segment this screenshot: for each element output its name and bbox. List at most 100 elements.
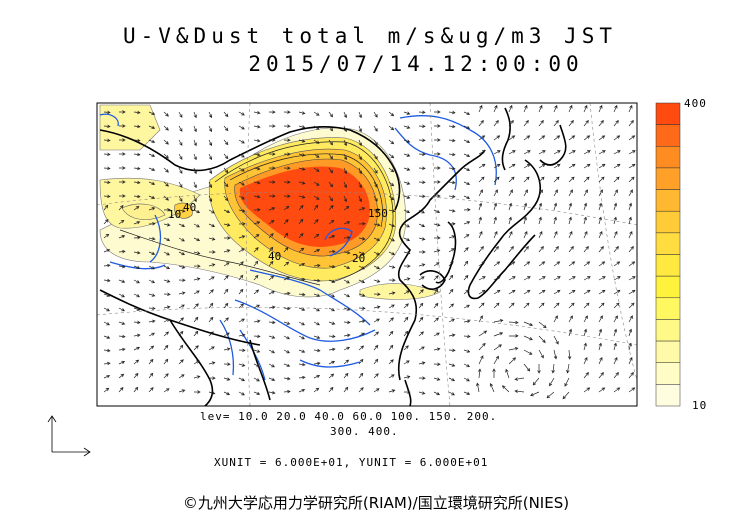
wind-arrow [208,250,216,254]
wind-arrow [583,104,588,113]
wind-arrow [238,167,245,172]
wind-arrow [283,110,291,114]
wind-arrow [358,251,366,256]
wind-arrow [418,166,426,171]
wind-arrow [583,246,589,253]
wind-arrow [103,374,111,379]
wind-arrow [403,111,411,115]
wind-arrow [403,251,411,255]
wind-arrow [178,291,186,295]
wind-arrow [478,150,486,155]
wind-arrow [508,150,516,155]
wind-arrow [118,373,125,379]
wind-arrow [343,125,348,133]
wind-arrow [193,360,200,365]
wind-arrow [628,276,636,281]
wind-arrow [613,356,618,365]
lat-lon-grid [97,103,637,406]
wind-arrow [448,303,455,309]
wind-arrow [193,251,201,255]
wind-arrow [463,289,470,295]
wind-arrow [103,293,111,297]
wind-arrow [133,359,140,365]
wind-arrow [501,385,510,393]
wind-arrow [298,335,305,340]
wind-arrow [628,230,633,239]
wind-arrow [253,110,261,115]
wind-arrow [358,222,366,226]
wind-arrow [313,167,320,172]
wind-arrow [133,307,141,311]
wind-arrow [493,332,504,337]
wind-arrow [223,288,229,295]
wind-arrow [223,181,229,188]
wind-arrow [551,363,555,374]
wind-arrow [313,307,320,312]
wind-arrow [133,279,140,284]
wind-arrow [178,111,183,118]
wind-arrow [208,391,216,395]
wind-arrow [223,249,231,253]
wind-arrow [103,348,111,353]
wind-arrow [538,349,544,359]
wind-arrow [433,152,441,156]
wind-arrow [403,223,410,228]
wind-arrow [514,389,525,393]
wind-arrow [223,167,229,174]
color-scale-bar [655,102,681,407]
wind-arrow [448,363,456,367]
wind-arrow [388,223,396,228]
wind-arrow [505,368,510,379]
wind-arrow [118,219,125,225]
wind-arrow [433,275,439,281]
wind-arrow [553,335,559,345]
wind-arrow [477,368,482,379]
wind-arrow [133,152,141,157]
wind-arrow [388,153,395,159]
wind-arrow [283,138,291,142]
wind-arrow [268,290,276,295]
wind-arrow [463,391,471,395]
wind-arrow [238,318,245,323]
colorbar-swatch [655,102,681,125]
wind-arrow [253,194,261,199]
wind-arrow [463,125,471,130]
wind-arrow [313,374,321,379]
wind-arrow [508,216,512,225]
dust-shading [99,104,441,300]
wind-arrow [537,363,541,374]
wind-arrow [388,237,395,242]
wind-arrow [103,218,109,225]
wind-arrow [358,358,364,365]
wind-arrow [313,278,321,283]
wind-arrow [628,135,636,141]
wind-arrow [178,359,184,365]
wind-arrow [343,235,351,240]
wind-arrow [103,307,110,312]
wind-arrow [283,180,291,184]
wind-arrow [328,181,333,188]
wind-arrow [208,289,214,295]
wind-arrow [478,176,485,183]
wind-arrow [253,391,261,395]
wind-arrow [208,276,215,281]
wind-arrow [553,302,560,309]
wind-arrow [478,355,484,365]
wind-arrow [388,330,394,337]
wind-arrow [583,150,591,155]
wind-arrow [532,377,540,386]
wind-arrow [328,373,335,379]
wind-arrow [343,181,348,189]
wind-arrow [628,302,635,309]
wind-arrow [358,345,365,351]
wind-arrow [343,153,348,161]
wind-arrow [253,166,261,171]
wind-arrow [388,374,395,379]
wind-arrow [103,194,111,199]
wind-arrow [598,163,606,169]
wind-arrow [493,104,498,113]
wind-arrow [343,139,348,147]
wind-arrow [568,135,576,141]
wind-arrow [343,250,351,255]
wind-arrow [268,305,276,310]
